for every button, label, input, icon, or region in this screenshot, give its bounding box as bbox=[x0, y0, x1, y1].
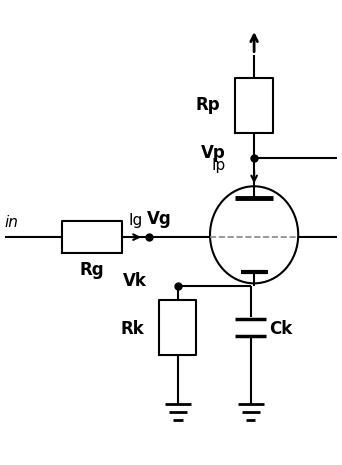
Text: Ip: Ip bbox=[211, 158, 225, 173]
Text: Vg: Vg bbox=[147, 210, 172, 228]
Text: Rp: Rp bbox=[196, 96, 220, 114]
Text: Ck: Ck bbox=[269, 319, 293, 338]
Text: Vp: Vp bbox=[200, 144, 225, 162]
Text: Rg: Rg bbox=[80, 261, 105, 279]
Text: Vk: Vk bbox=[123, 272, 147, 290]
Text: Ig: Ig bbox=[129, 213, 143, 228]
Text: in: in bbox=[5, 215, 19, 230]
Text: Rk: Rk bbox=[120, 319, 144, 338]
